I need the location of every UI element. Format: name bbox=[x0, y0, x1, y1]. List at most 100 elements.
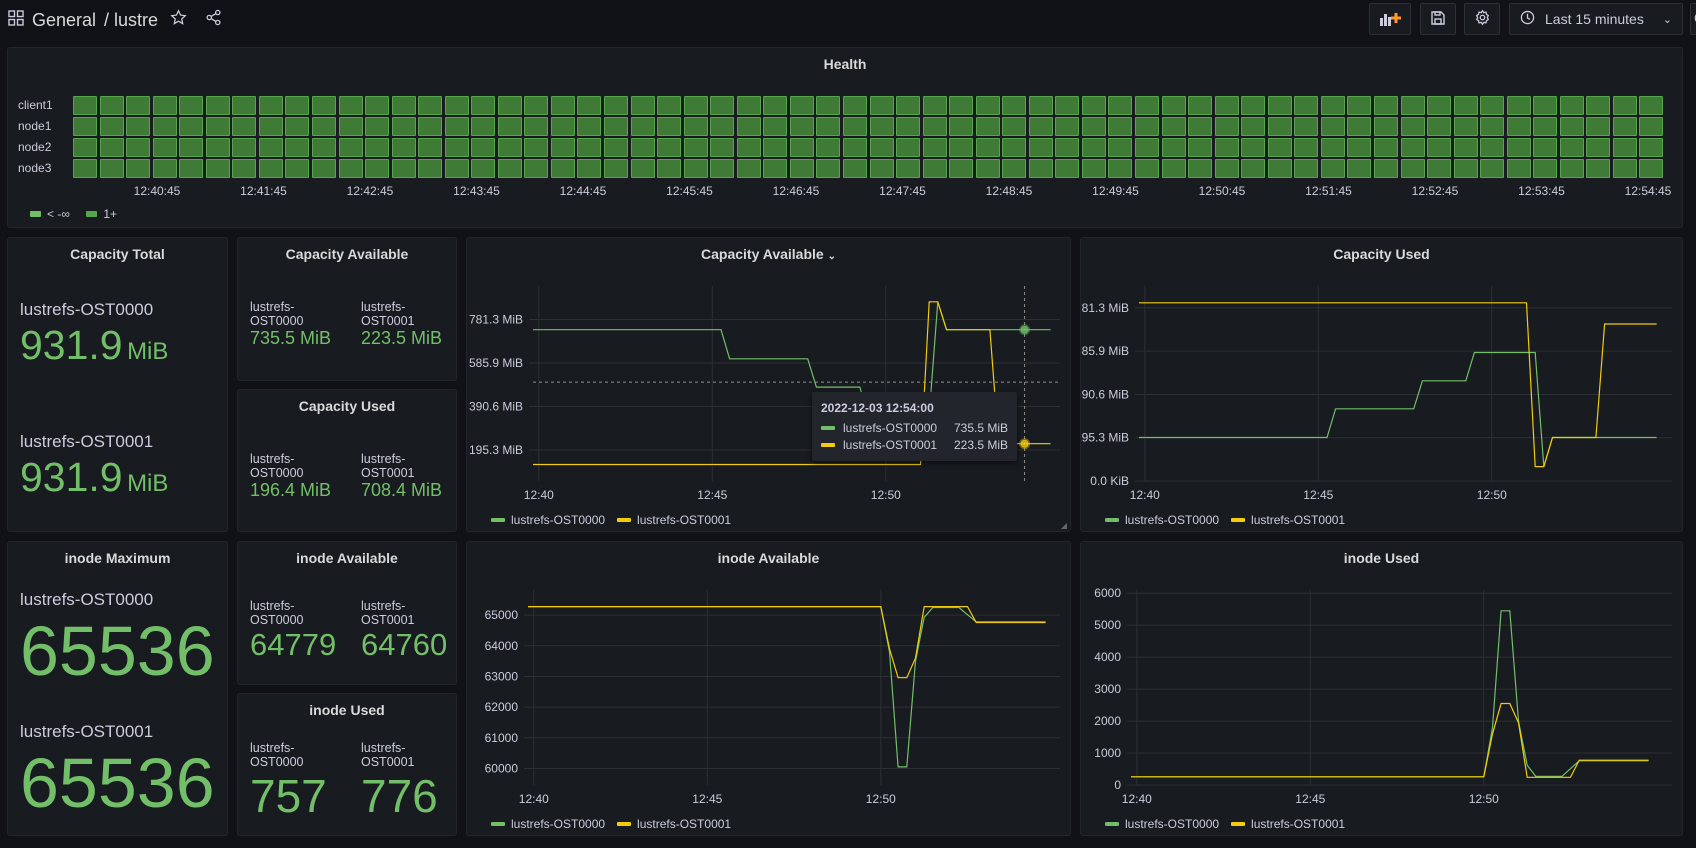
status-cell[interactable] bbox=[736, 96, 761, 115]
status-cell[interactable] bbox=[1188, 117, 1213, 136]
status-cell[interactable] bbox=[763, 138, 788, 157]
status-cell[interactable] bbox=[789, 117, 814, 136]
status-cell[interactable] bbox=[205, 96, 230, 115]
status-cell[interactable] bbox=[949, 138, 974, 157]
status-cell[interactable] bbox=[1427, 117, 1452, 136]
status-cell[interactable] bbox=[524, 159, 549, 178]
status-cell[interactable] bbox=[126, 138, 151, 157]
status-cell[interactable] bbox=[152, 138, 177, 157]
status-cell[interactable] bbox=[179, 159, 204, 178]
dashboard-settings-button[interactable] bbox=[1464, 3, 1500, 35]
status-cell[interactable] bbox=[1081, 159, 1106, 178]
status-cell[interactable] bbox=[1506, 96, 1531, 115]
status-cell[interactable] bbox=[630, 96, 655, 115]
status-cell[interactable] bbox=[922, 96, 947, 115]
status-cell[interactable] bbox=[1320, 159, 1345, 178]
status-cell[interactable] bbox=[1347, 138, 1372, 157]
status-cell[interactable] bbox=[1480, 159, 1505, 178]
legend-item[interactable]: lustrefs-OST0001 bbox=[1231, 817, 1345, 831]
status-cell[interactable] bbox=[1480, 96, 1505, 115]
status-cell[interactable] bbox=[285, 96, 310, 115]
status-cell[interactable] bbox=[710, 159, 735, 178]
status-cell[interactable] bbox=[1533, 96, 1558, 115]
status-cell[interactable] bbox=[1347, 117, 1372, 136]
status-cell[interactable] bbox=[789, 138, 814, 157]
status-cell[interactable] bbox=[896, 96, 921, 115]
status-cell[interactable] bbox=[657, 138, 682, 157]
status-cell[interactable] bbox=[338, 159, 363, 178]
status-cell[interactable] bbox=[1055, 159, 1080, 178]
status-cell[interactable] bbox=[471, 159, 496, 178]
status-cell[interactable] bbox=[497, 159, 522, 178]
status-cell[interactable] bbox=[1081, 138, 1106, 157]
status-cell[interactable] bbox=[471, 117, 496, 136]
status-cell[interactable] bbox=[922, 138, 947, 157]
status-cell[interactable] bbox=[842, 138, 867, 157]
status-cell[interactable] bbox=[550, 96, 575, 115]
status-cell[interactable] bbox=[1586, 117, 1611, 136]
status-cell[interactable] bbox=[630, 159, 655, 178]
status-cell[interactable] bbox=[604, 138, 629, 157]
status-cell[interactable] bbox=[73, 96, 98, 115]
panel-title[interactable]: inode Used bbox=[1343, 550, 1420, 566]
status-cell[interactable] bbox=[1267, 117, 1292, 136]
legend-item[interactable]: lustrefs-OST0000 bbox=[1105, 513, 1219, 527]
status-cell[interactable] bbox=[949, 159, 974, 178]
status-cell[interactable] bbox=[1320, 96, 1345, 115]
status-cell[interactable] bbox=[1400, 96, 1425, 115]
status-cell[interactable] bbox=[1188, 159, 1213, 178]
status-cell[interactable] bbox=[1214, 138, 1239, 157]
status-cell[interactable] bbox=[1108, 159, 1133, 178]
status-cell[interactable] bbox=[258, 96, 283, 115]
status-cell[interactable] bbox=[99, 138, 124, 157]
status-cell[interactable] bbox=[338, 138, 363, 157]
status-cell[interactable] bbox=[497, 117, 522, 136]
status-cell[interactable] bbox=[869, 117, 894, 136]
legend-item[interactable]: lustrefs-OST0000 bbox=[491, 817, 605, 831]
status-cell[interactable] bbox=[763, 96, 788, 115]
status-cell[interactable] bbox=[1055, 96, 1080, 115]
status-cell[interactable] bbox=[816, 96, 841, 115]
status-cell[interactable] bbox=[683, 117, 708, 136]
status-cell[interactable] bbox=[232, 159, 257, 178]
status-cell[interactable] bbox=[816, 138, 841, 157]
status-cell[interactable] bbox=[1081, 117, 1106, 136]
status-cell[interactable] bbox=[683, 96, 708, 115]
status-cell[interactable] bbox=[418, 159, 443, 178]
status-cell[interactable] bbox=[789, 96, 814, 115]
status-cell[interactable] bbox=[1453, 96, 1478, 115]
status-cell[interactable] bbox=[1373, 159, 1398, 178]
status-cell[interactable] bbox=[311, 117, 336, 136]
status-cell[interactable] bbox=[975, 96, 1000, 115]
status-cell[interactable] bbox=[365, 96, 390, 115]
status-cell[interactable] bbox=[1639, 117, 1664, 136]
status-cell[interactable] bbox=[179, 117, 204, 136]
status-cell[interactable] bbox=[1294, 138, 1319, 157]
panel-title[interactable]: inode Available bbox=[717, 550, 820, 566]
status-cell[interactable] bbox=[1533, 117, 1558, 136]
status-cell[interactable] bbox=[418, 117, 443, 136]
status-cell[interactable] bbox=[1506, 117, 1531, 136]
status-cell[interactable] bbox=[73, 159, 98, 178]
status-cell[interactable] bbox=[710, 138, 735, 157]
status-cell[interactable] bbox=[391, 138, 416, 157]
status-cell[interactable] bbox=[497, 96, 522, 115]
status-cell[interactable] bbox=[1559, 138, 1584, 157]
status-cell[interactable] bbox=[1612, 159, 1637, 178]
status-cell[interactable] bbox=[444, 159, 469, 178]
status-cell[interactable] bbox=[391, 96, 416, 115]
status-cell[interactable] bbox=[1135, 117, 1160, 136]
status-cell[interactable] bbox=[1533, 138, 1558, 157]
status-cell[interactable] bbox=[1002, 138, 1027, 157]
status-cell[interactable] bbox=[1002, 117, 1027, 136]
status-cell[interactable] bbox=[922, 159, 947, 178]
time-range-picker[interactable]: Last 15 minutes ⌄ bbox=[1509, 3, 1683, 35]
status-cell[interactable] bbox=[1161, 159, 1186, 178]
status-cell[interactable] bbox=[1639, 96, 1664, 115]
status-cell[interactable] bbox=[1055, 117, 1080, 136]
status-cell[interactable] bbox=[604, 159, 629, 178]
panel-title[interactable]: Capacity Available ⌄ bbox=[701, 246, 836, 262]
status-cell[interactable] bbox=[1320, 117, 1345, 136]
status-cell[interactable] bbox=[1294, 159, 1319, 178]
status-cell[interactable] bbox=[73, 138, 98, 157]
